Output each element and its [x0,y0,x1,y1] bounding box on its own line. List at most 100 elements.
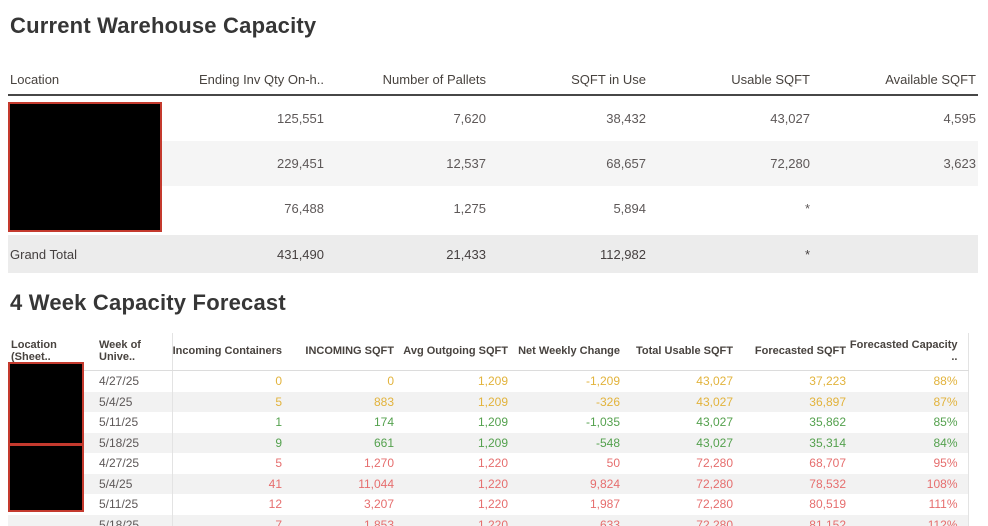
cell[interactable]: 661 [284,432,396,453]
cell[interactable]: 72,280 [696,497,733,512]
cell[interactable]: 41 [172,473,284,494]
column-header-usable-sqft[interactable]: Usable SQFT [648,72,812,96]
cell[interactable]: 1,209 [477,415,508,430]
cell[interactable]: 72,280 [622,514,735,526]
cell[interactable]: 633 [510,514,622,526]
cell[interactable]: 5 [172,391,284,412]
cell[interactable]: -1,035 [585,415,620,430]
cell[interactable]: 72,280 [648,141,812,186]
cell[interactable]: 1,220 [477,456,508,471]
cell[interactable]: 1,209 [477,374,508,389]
cell[interactable]: 1,220 [396,514,510,526]
cell[interactable]: 68,657 [488,141,648,186]
column-header-forecasted-sqft[interactable]: Forecasted SQFT [735,333,848,371]
week-cell[interactable]: 5/18/25 [96,432,173,453]
cell[interactable]: 3,623 [812,141,978,186]
cell[interactable]: 125,551 [277,111,324,126]
cell[interactable]: 7,620 [453,111,486,126]
cell[interactable]: 36,897 [735,391,848,412]
cell[interactable] [812,231,978,273]
column-header-forecasted-capacity[interactable]: Forecasted Capacity .. [848,333,969,371]
cell[interactable]: 1,987 [589,497,620,512]
cell[interactable]: 43,027 [696,374,733,389]
cell[interactable]: 21,433 [326,231,488,273]
column-header-week[interactable]: Week of Unive.. [96,333,173,371]
cell[interactable]: 0 [275,374,282,389]
week-cell[interactable]: 5/11/25 [96,412,173,433]
cell[interactable]: 43,027 [770,111,810,126]
cell[interactable]: 87% [848,391,969,412]
cell[interactable]: 108% [848,473,969,494]
week-cell[interactable]: 4/27/25 [96,453,173,474]
column-header-available-sqft[interactable]: Available SQFT [812,72,978,96]
column-header-sqft-in-use[interactable]: SQFT in Use [488,72,648,96]
cell[interactable]: 0 [387,374,394,389]
column-header-avg-outgoing-sqft[interactable]: Avg Outgoing SQFT [396,333,510,371]
cell[interactable]: 1,220 [396,473,510,494]
cell[interactable]: 43,027 [622,391,735,412]
cell[interactable]: 76,488 [284,201,324,216]
cell[interactable]: 78,532 [735,473,848,494]
column-header-incoming-sqft[interactable]: INCOMING SQFT [284,333,396,371]
cell[interactable]: 35,314 [735,432,848,453]
cell[interactable]: 1 [275,415,282,430]
week-cell[interactable]: 5/11/25 [96,494,173,515]
cell[interactable]: 3,207 [363,497,394,512]
cell[interactable]: -548 [510,432,622,453]
column-header-net-weekly-change[interactable]: Net Weekly Change [510,333,622,371]
cell[interactable]: 37,223 [809,374,846,389]
cell[interactable]: * [648,231,812,273]
cell[interactable]: 229,451 [170,141,326,186]
cell[interactable]: 43,027 [622,432,735,453]
week-cell[interactable]: 4/27/25 [96,370,173,392]
cell[interactable]: 88% [848,370,969,392]
cell[interactable]: 12 [268,497,282,512]
cell[interactable]: 7 [172,514,284,526]
column-header-total-usable-sqft[interactable]: Total Usable SQFT [622,333,735,371]
cell[interactable]: 12,537 [326,141,488,186]
cell[interactable]: 81,152 [735,514,848,526]
week-cell[interactable]: 5/4/25 [96,391,173,412]
column-header-location[interactable]: Location [8,72,170,96]
cell[interactable]: 174 [373,415,394,430]
cell[interactable]: 9 [172,432,284,453]
cell[interactable]: 112% [848,514,969,526]
cell[interactable]: 431,490 [170,231,326,273]
cell[interactable]: 35,862 [809,415,846,430]
cell[interactable]: 85% [848,412,969,433]
cell[interactable]: 1,275 [453,201,486,216]
cell[interactable] [812,186,978,233]
location-cell[interactable] [8,514,96,526]
column-header-ending-inv[interactable]: Ending Inv Qty On-h.. [170,72,326,96]
cell[interactable]: 111% [848,494,969,515]
capacity-title: Current Warehouse Capacity [10,13,317,38]
cell[interactable]: 11,044 [284,473,396,494]
cell[interactable]: 1,853 [284,514,396,526]
cell[interactable]: 38,432 [606,111,646,126]
cell[interactable]: 80,519 [809,497,846,512]
column-header-incoming-containers[interactable]: Incoming Containers [172,333,284,371]
cell[interactable]: 5,894 [613,201,646,216]
cell[interactable]: 9,824 [510,473,622,494]
cell[interactable]: -1,209 [585,374,620,389]
cell[interactable]: 883 [284,391,396,412]
cell[interactable]: 5 [275,456,282,471]
cell[interactable]: 1,270 [363,456,394,471]
cell[interactable]: 4,595 [943,111,976,126]
cell[interactable]: -326 [510,391,622,412]
cell[interactable]: 84% [848,432,969,453]
cell[interactable]: 43,027 [696,415,733,430]
cell[interactable]: 72,280 [622,473,735,494]
week-cell[interactable]: 5/4/25 [96,473,173,494]
cell[interactable]: 68,707 [809,456,846,471]
column-header-pallets[interactable]: Number of Pallets [326,72,488,96]
cell[interactable]: * [804,201,810,216]
cell[interactable]: 112,982 [488,231,648,273]
week-cell[interactable]: 5/18/25 [96,514,173,526]
cell[interactable]: 1,209 [396,391,510,412]
cell[interactable]: 1,209 [396,432,510,453]
cell[interactable]: 95% [848,453,969,474]
cell[interactable]: 72,280 [696,456,733,471]
cell[interactable]: 50 [606,456,620,471]
cell[interactable]: 1,220 [477,497,508,512]
